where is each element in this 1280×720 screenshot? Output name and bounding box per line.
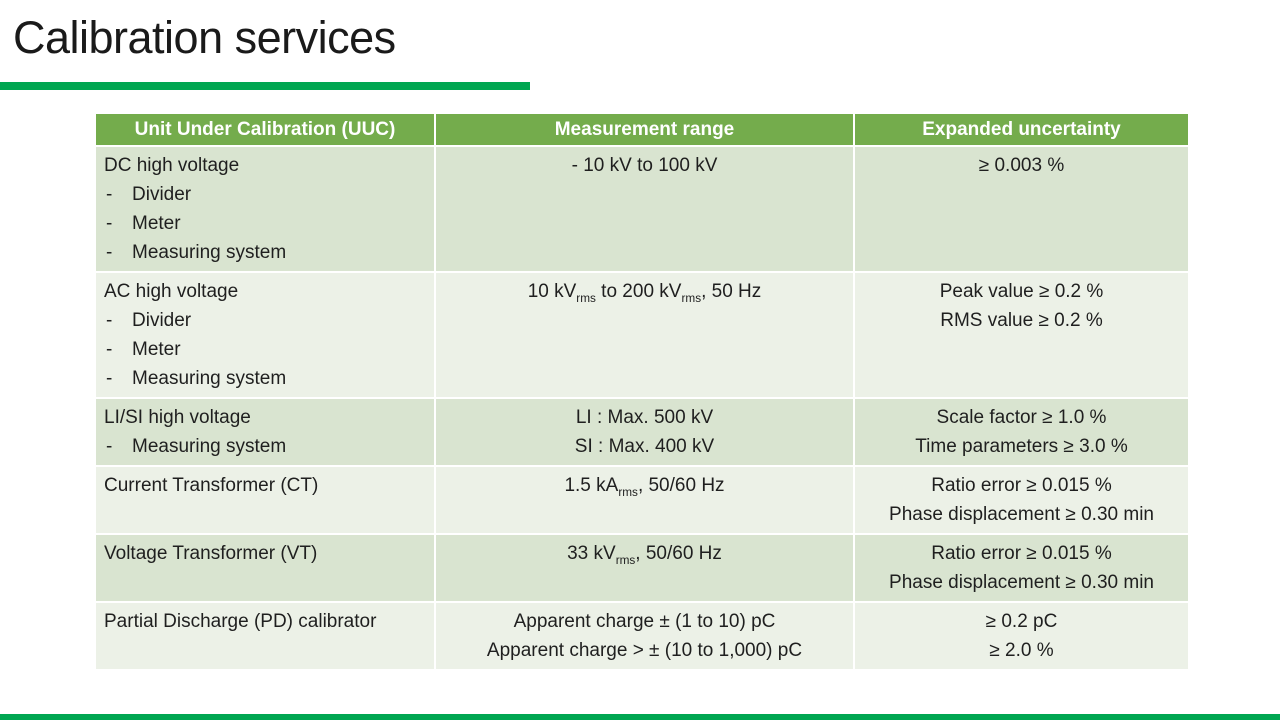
bullet-text: Meter	[132, 213, 181, 234]
uuc-title: Partial Discharge (PD) calibrator	[104, 611, 377, 632]
uncertainty-cell: ≥ 0.2 pC ≥ 2.0 %	[853, 601, 1190, 671]
bullet-dash: -	[106, 339, 113, 360]
uncertainty-line: Time parameters ≥ 3.0 %	[915, 436, 1128, 457]
uuc-title: Voltage Transformer (VT)	[104, 543, 318, 564]
uncertainty-cell: Ratio error ≥ 0.015 % Phase displacement …	[853, 465, 1190, 535]
uncertainty-line: RMS value ≥ 0.2 %	[940, 310, 1103, 331]
range-cell: 10 kVrms to 200 kVrms, 50 Hz	[434, 271, 855, 399]
range-line: Apparent charge > ± (10 to 1,000) pC	[486, 640, 803, 661]
uuc-title: DC high voltage	[104, 155, 240, 176]
range-line: - 10 kV to 100 kV	[571, 155, 718, 176]
uuc-bullet-item: - Meter	[104, 335, 426, 364]
range-line: Apparent charge ± (1 to 10) pC	[513, 611, 776, 632]
uncertainty-line: Phase displacement ≥ 0.30 min	[889, 572, 1154, 593]
uuc-bullet-item: - Measuring system	[104, 364, 426, 393]
uncertainty-line: ≥ 2.0 %	[989, 640, 1054, 661]
bullet-text: Meter	[132, 339, 181, 360]
uncertainty-line: Peak value ≥ 0.2 %	[939, 281, 1104, 302]
bullet-text: Measuring system	[132, 436, 287, 457]
title-underline-bar	[0, 82, 530, 90]
uuc-cell: AC high voltage - Divider - Meter - Measuring …	[94, 271, 436, 399]
uuc-bullet-item: - Divider	[104, 306, 426, 335]
uncertainty-cell: Scale factor ≥ 1.0 % Time parameters ≥ 3.…	[853, 397, 1190, 467]
uncertainty-line: Scale factor ≥ 1.0 %	[936, 407, 1107, 428]
header-cell-expanded-uncertainty: Expanded uncertainty	[853, 112, 1190, 147]
bullet-dash: -	[106, 310, 113, 331]
uncertainty-cell: Peak value ≥ 0.2 % RMS value ≥ 0.2 %	[853, 271, 1190, 399]
uncertainty-line: Ratio error ≥ 0.015 %	[931, 475, 1112, 496]
bottom-accent-bar	[0, 714, 1280, 720]
range-line: SI : Max. 400 kV	[574, 436, 715, 457]
uncertainty-cell: Ratio error ≥ 0.015 % Phase displacement …	[853, 533, 1190, 603]
uuc-bullet-item: - Meter	[104, 209, 426, 238]
slide-title: Calibration services	[13, 12, 396, 63]
range-line: 10 kVrms to 200 kVrms, 50 Hz	[527, 281, 762, 305]
bullet-dash: -	[106, 213, 113, 234]
uuc-cell: Partial Discharge (PD) calibrator	[94, 601, 436, 671]
uuc-title: Current Transformer (CT)	[104, 475, 319, 496]
calibration-table-container: Unit Under Calibration (UUC) Measurement …	[94, 112, 1190, 671]
range-line: 33 kVrms, 50/60 Hz	[567, 543, 722, 567]
range-line: LI : Max. 500 kV	[575, 407, 714, 428]
uuc-title: LI/SI high voltage	[104, 407, 251, 428]
bullet-dash: -	[106, 184, 113, 205]
uuc-bullet-item: - Divider	[104, 180, 426, 209]
bullet-dash: -	[106, 436, 113, 457]
range-cell: LI : Max. 500 kV SI : Max. 400 kV	[434, 397, 855, 467]
table-row: AC high voltage - Divider - Meter - Measuring …	[94, 271, 1190, 399]
table-header-row: Unit Under Calibration (UUC) Measurement …	[94, 112, 1190, 147]
header-cell-unit-under-calibration-uuc: Unit Under Calibration (UUC)	[94, 112, 436, 147]
header-cell-measurement-range: Measurement range	[434, 112, 855, 147]
uncertainty-line: ≥ 0.003 %	[978, 155, 1065, 176]
table-row: Current Transformer (CT) 1.5 kArms, 50/60…	[94, 465, 1190, 535]
bullet-dash: -	[106, 368, 113, 389]
uncertainty-cell: ≥ 0.003 %	[853, 145, 1190, 273]
calibration-table: Unit Under Calibration (UUC) Measurement …	[94, 112, 1190, 671]
bullet-dash: -	[106, 242, 113, 263]
uuc-cell: LI/SI high voltage - Measuring system	[94, 397, 436, 467]
uncertainty-line: ≥ 0.2 pC	[985, 611, 1058, 632]
uuc-bullet-item: - Measuring system	[104, 238, 426, 267]
range-cell: Apparent charge ± (1 to 10) pC Apparent c…	[434, 601, 855, 671]
uuc-cell: DC high voltage - Divider - Meter - Measuring …	[94, 145, 436, 273]
uuc-cell: Current Transformer (CT)	[94, 465, 436, 535]
range-cell: - 10 kV to 100 kV	[434, 145, 855, 273]
bullet-text: Divider	[132, 184, 192, 205]
uncertainty-line: Ratio error ≥ 0.015 %	[931, 543, 1112, 564]
table-row: LI/SI high voltage - Measuring system LI : …	[94, 397, 1190, 467]
bullet-text: Divider	[132, 310, 192, 331]
range-line: 1.5 kArms, 50/60 Hz	[564, 475, 725, 499]
table-row: DC high voltage - Divider - Meter - Measuring …	[94, 145, 1190, 273]
bullet-text: Measuring system	[132, 368, 287, 389]
range-cell: 1.5 kArms, 50/60 Hz	[434, 465, 855, 535]
uuc-cell: Voltage Transformer (VT)	[94, 533, 436, 603]
table-row: Voltage Transformer (VT) 33 kVrms, 50/60 …	[94, 533, 1190, 603]
bullet-text: Measuring system	[132, 242, 287, 263]
table-row: Partial Discharge (PD) calibrator Apparen…	[94, 601, 1190, 671]
uncertainty-line: Phase displacement ≥ 0.30 min	[889, 504, 1154, 525]
uuc-title: AC high voltage	[104, 281, 239, 302]
uuc-bullet-item: - Measuring system	[104, 432, 426, 461]
range-cell: 33 kVrms, 50/60 Hz	[434, 533, 855, 603]
